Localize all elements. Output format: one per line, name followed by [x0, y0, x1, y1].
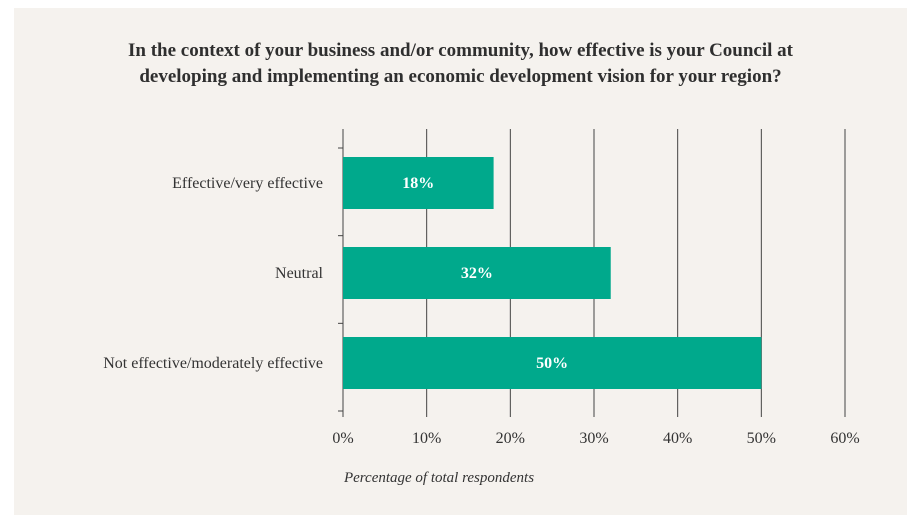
chart-panel: In the context of your business and/or c… — [14, 8, 907, 515]
category-label: Not effective/moderately effective — [103, 355, 323, 372]
data-label: 18% — [402, 175, 434, 192]
bar — [343, 157, 494, 209]
x-tick-label: 10% — [412, 430, 441, 447]
bar — [343, 337, 762, 389]
chart-title-line-2: developing and implementing an economic … — [139, 66, 782, 87]
chart-title: In the context of your business and/or c… — [14, 38, 907, 90]
bar — [343, 247, 611, 299]
x-tick-label: 50% — [747, 430, 776, 447]
x-tick-label: 60% — [830, 430, 859, 447]
data-label: 32% — [461, 265, 493, 282]
category-label: Effective/very effective — [172, 175, 323, 192]
category-label: Neutral — [275, 265, 324, 282]
x-tick-label: 30% — [579, 430, 608, 447]
x-axis-title: Percentage of total respondents — [343, 470, 534, 486]
data-label: 50% — [536, 355, 568, 372]
x-tick-label: 0% — [332, 430, 353, 447]
chart-title-line-1: In the context of your business and/or c… — [127, 40, 794, 61]
x-tick-label: 20% — [496, 430, 525, 447]
x-tick-label: 40% — [663, 430, 692, 447]
